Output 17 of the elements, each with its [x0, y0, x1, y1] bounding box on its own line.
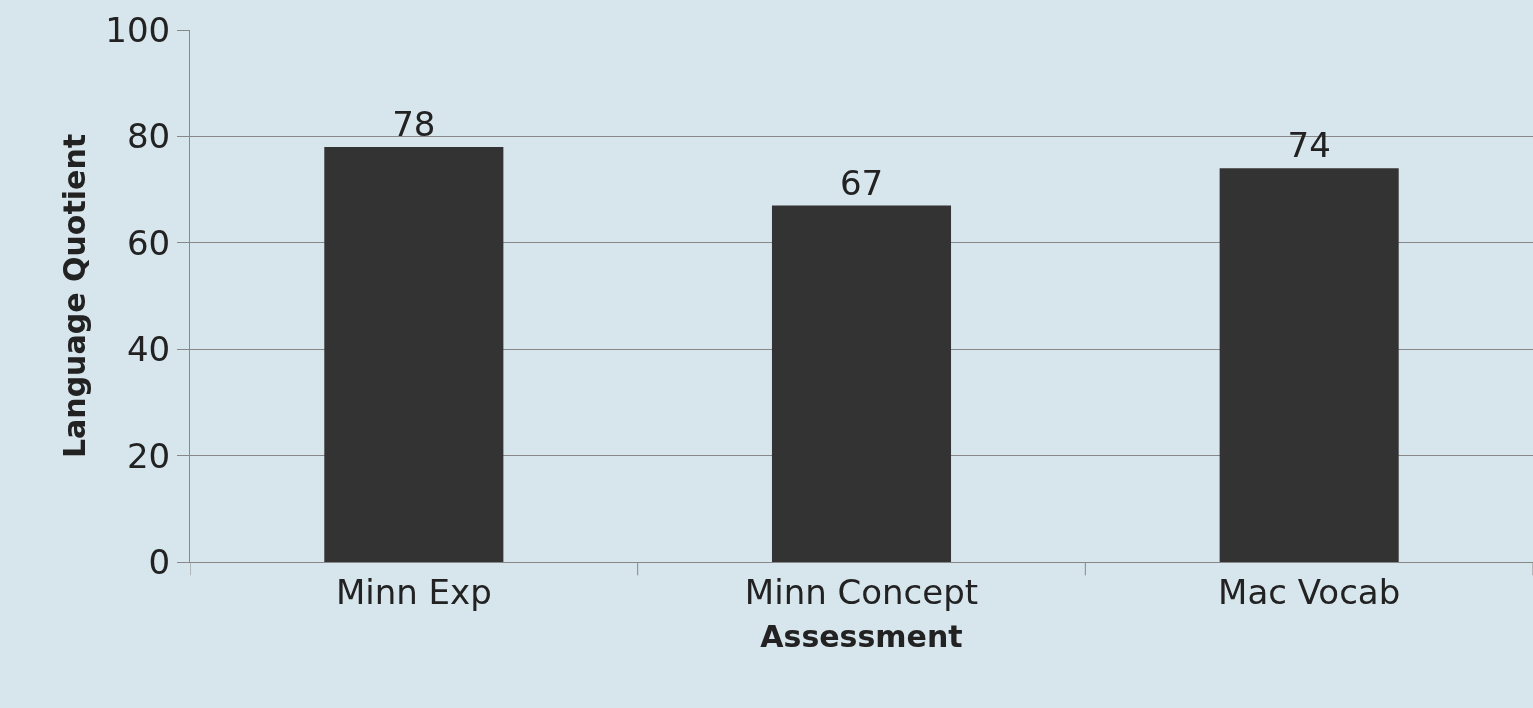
data-label: 74	[1287, 125, 1331, 166]
y-tick-label: 0	[148, 541, 171, 582]
y-tick-label: 60	[126, 222, 171, 263]
data-label: 78	[392, 104, 436, 145]
bar	[324, 147, 504, 562]
bar	[771, 205, 952, 562]
x-tick-label: Mac Vocab	[1218, 571, 1401, 612]
y-tick-label: 80	[126, 116, 171, 157]
x-tick-label: Minn Concept	[744, 571, 979, 612]
y-tick-label: 40	[126, 329, 171, 370]
y-tick-label: 100	[105, 9, 171, 50]
x-axis-title: Assessment	[760, 619, 963, 655]
x-tick-label: Minn Exp	[335, 571, 492, 612]
y-tick-label: 20	[126, 435, 171, 476]
y-axis-title: Language Quotient	[57, 133, 93, 459]
data-label: 67	[839, 162, 884, 203]
bar	[1219, 168, 1399, 562]
